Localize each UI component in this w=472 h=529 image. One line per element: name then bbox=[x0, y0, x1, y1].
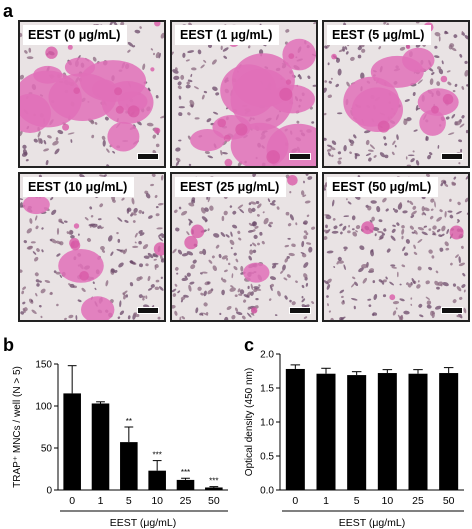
micrograph-0: EEST (0 μg/mL) bbox=[18, 20, 166, 168]
x-tick-label: 10 bbox=[381, 495, 393, 507]
panel-letter-b: b bbox=[3, 335, 14, 355]
x-tick-label: 50 bbox=[208, 495, 220, 507]
x-tick-label: 25 bbox=[412, 495, 424, 507]
x-axis-label: EEST (μg/mL) bbox=[339, 517, 406, 529]
micrograph-label: EEST (25 μg/mL) bbox=[175, 177, 287, 197]
micrograph-2: EEST (5 μg/mL) bbox=[322, 20, 470, 168]
micrograph-4: EEST (25 μg/mL) bbox=[170, 172, 318, 322]
micrograph-3: EEST (10 μg/mL) bbox=[18, 172, 166, 322]
x-tick-label: 25 bbox=[180, 495, 192, 507]
x-tick-label: 1 bbox=[98, 495, 104, 507]
x-tick-label: 0 bbox=[292, 495, 298, 507]
bar bbox=[377, 373, 397, 490]
bar bbox=[347, 375, 367, 490]
micrograph-5: EEST (50 μg/mL) bbox=[322, 172, 470, 322]
significance-label: ** bbox=[126, 417, 132, 426]
x-tick-label: 5 bbox=[354, 495, 360, 507]
scale-bar bbox=[441, 307, 463, 314]
scale-bar bbox=[289, 153, 311, 160]
bar bbox=[63, 393, 81, 490]
micrograph-label: EEST (5 μg/mL) bbox=[327, 25, 432, 45]
micrograph-image bbox=[172, 22, 316, 166]
y-tick-label: 2.0 bbox=[260, 350, 274, 361]
micrograph-image bbox=[324, 22, 468, 166]
bar bbox=[176, 479, 195, 490]
micrograph-1: EEST (1 μg/mL) bbox=[170, 20, 318, 168]
scale-bar bbox=[137, 153, 159, 160]
scale-bar bbox=[441, 153, 463, 160]
bar bbox=[439, 373, 459, 490]
y-axis-label: Optical density (450 nm) bbox=[244, 368, 255, 476]
x-tick-label: 1 bbox=[323, 495, 329, 507]
bar bbox=[408, 373, 428, 490]
panel-letter-c: c bbox=[244, 335, 255, 355]
y-tick-label: 0.5 bbox=[260, 452, 274, 463]
x-tick-label: 50 bbox=[443, 495, 455, 507]
significance-label: *** bbox=[209, 477, 218, 486]
y-axis-label: TRAP⁺ MNCs / well (N > 5) bbox=[12, 366, 23, 488]
y-tick-label: 0.0 bbox=[260, 486, 274, 497]
micrograph-label: EEST (0 μg/mL) bbox=[23, 25, 128, 45]
micrograph-label: EEST (50 μg/mL) bbox=[327, 177, 439, 197]
bar bbox=[205, 487, 223, 490]
micrograph-label: EEST (10 μg/mL) bbox=[23, 177, 135, 197]
bar bbox=[316, 373, 336, 490]
significance-label: *** bbox=[181, 468, 190, 477]
bar bbox=[120, 442, 138, 490]
x-tick-label: 10 bbox=[151, 495, 163, 507]
scale-bar bbox=[137, 307, 159, 314]
micrograph-image bbox=[172, 174, 316, 320]
y-tick-label: 0 bbox=[46, 486, 52, 497]
x-tick-label: 0 bbox=[69, 495, 75, 507]
panel-letter-a: a bbox=[3, 1, 14, 21]
bar bbox=[91, 403, 110, 490]
significance-label: *** bbox=[152, 451, 161, 460]
x-tick-label: 5 bbox=[126, 495, 132, 507]
optical-density-bar-chart: 0.0 0.5 1.0 1.5 2.0 0 1 5 10 25 50 EEST (μg/mL) Opti… bbox=[244, 350, 464, 529]
y-tick-label: 50 bbox=[41, 444, 53, 455]
x-axis-label: EEST (μg/mL) bbox=[110, 517, 177, 529]
scale-bar bbox=[289, 307, 311, 314]
y-tick-label: 150 bbox=[35, 360, 52, 371]
trap-count-bar-chart: 0 50 100 150 0 1 ** 5 *** 10 *** 25 *** 50 EEST (μg/mL… bbox=[12, 360, 228, 529]
y-tick-label: 100 bbox=[35, 402, 52, 413]
bar bbox=[148, 470, 166, 490]
micrograph-image bbox=[20, 22, 164, 166]
y-tick-label: 1.5 bbox=[260, 384, 274, 395]
y-tick-label: 1.0 bbox=[260, 418, 274, 429]
micrograph-image bbox=[20, 174, 164, 320]
bar bbox=[285, 368, 305, 490]
micrograph-label: EEST (1 μg/mL) bbox=[175, 25, 280, 45]
